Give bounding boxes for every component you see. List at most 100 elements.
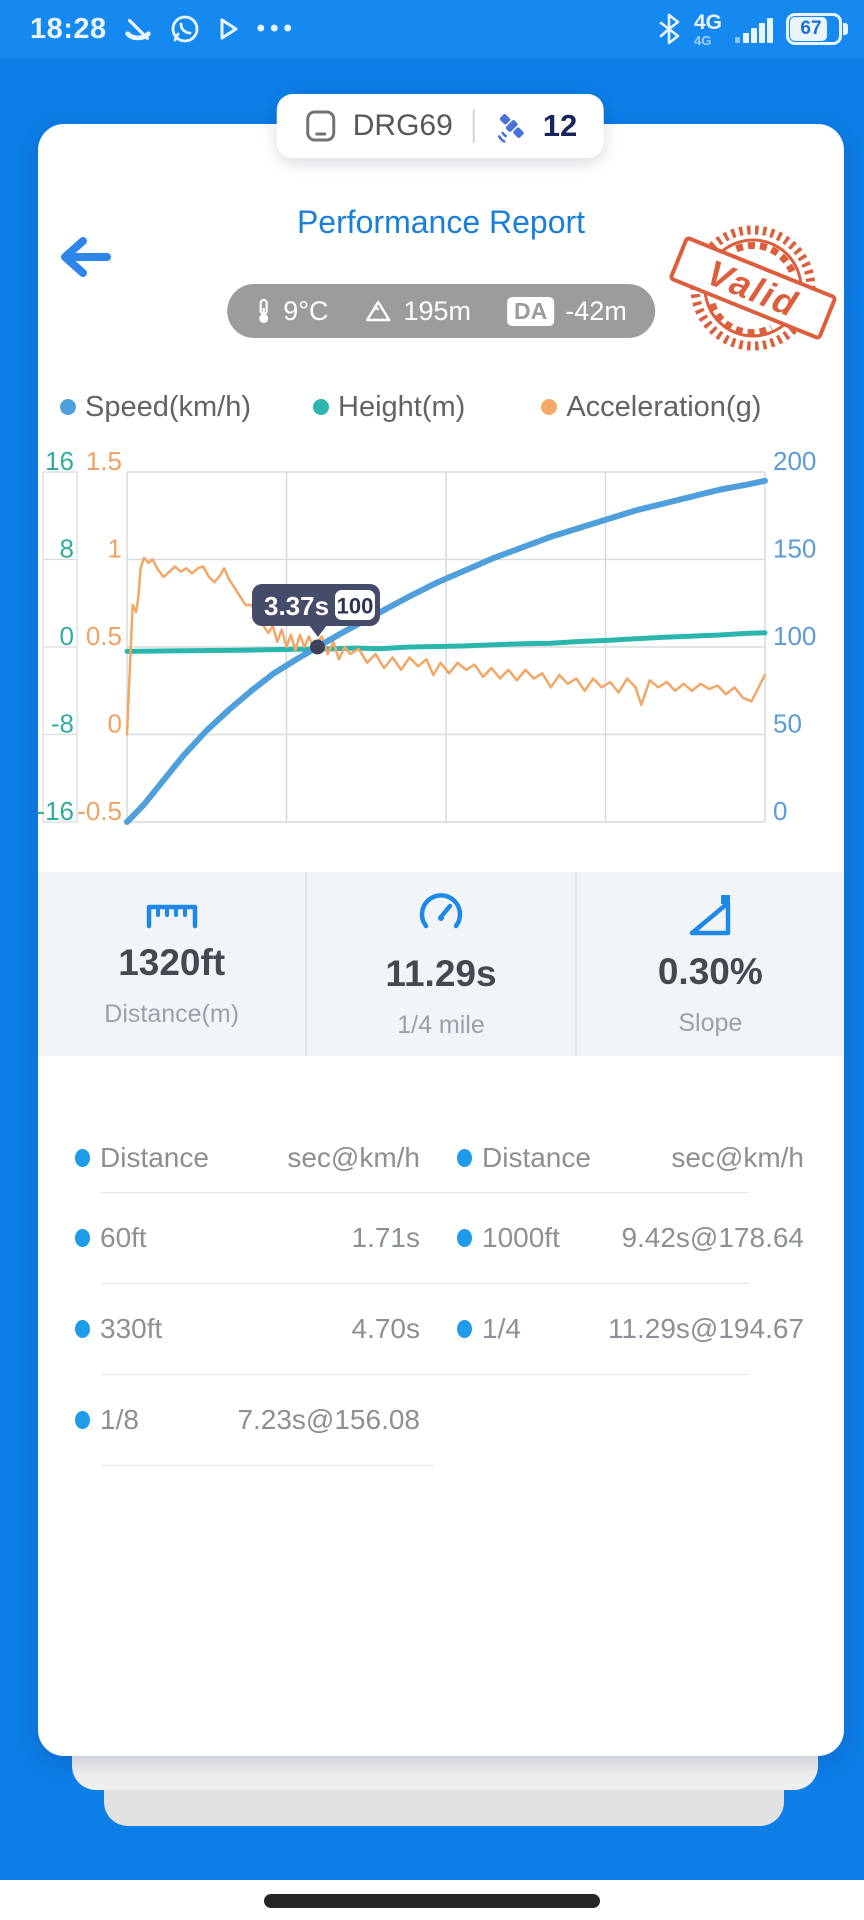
speed-axis-tick: 100 (773, 621, 816, 651)
acceleration-axis-tick: -0.5 (77, 796, 122, 826)
table-cell-value: 1.71s (351, 1222, 421, 1253)
table-cell-label: 1000ft (482, 1222, 560, 1253)
table-cell: Distance sec@km/h (38, 1142, 441, 1174)
satellite-count: 12 (542, 108, 578, 143)
stat-label: Distance(m) (104, 999, 240, 1028)
table-row: 1/8 7.23s@156.08 (38, 1375, 844, 1465)
timing-table: Distance sec@km/h Distance sec@km/h 60ft 1.71… (38, 1124, 844, 1466)
signal-bars-icon (735, 18, 773, 43)
table-cell-value: sec@km/h (287, 1142, 420, 1173)
divider (472, 109, 475, 143)
table-header-row: Distance sec@km/h Distance sec@km/h (38, 1124, 844, 1192)
slope-icon (690, 894, 731, 935)
speed-axis-tick: 0 (773, 796, 787, 826)
table-cell: 1000ft 9.42s@178.64 (441, 1222, 844, 1254)
bullet-icon (75, 1149, 90, 1167)
table-cell-label: 1/8 (100, 1404, 139, 1435)
bullet-icon (457, 1320, 472, 1338)
bullet-icon (75, 1229, 90, 1247)
legend-item-2[interactable]: Acceleration(g) (541, 391, 761, 424)
status-bar: 18:28 ••• 4G 4G (0, 0, 864, 58)
satellite-icon (497, 114, 524, 143)
stat-label: 1/4 mile (397, 1010, 485, 1039)
bullet-icon (75, 1411, 90, 1429)
legend-label: Acceleration(g) (566, 390, 762, 423)
battery-icon: 67 (786, 13, 848, 45)
divider (101, 1283, 749, 1284)
table-cell-value: 7.23s@156.08 (237, 1404, 420, 1435)
environment-pill: 9°C 195m DA -42m (227, 284, 655, 338)
network-badge: 4G 4G (693, 10, 722, 48)
page-title: Performance Report (296, 204, 586, 240)
legend-label: Height(m) (338, 390, 466, 423)
bullet-icon (457, 1229, 472, 1247)
stat-slope: 0.30% Slope (574, 872, 844, 1056)
back-button[interactable] (52, 224, 118, 290)
bullet-icon (75, 1320, 90, 1338)
ruler-icon (146, 904, 197, 928)
table-row: 60ft 1.71s 1000ft 9.42s@178.64 (38, 1193, 844, 1283)
stat-label: Slope (678, 1008, 743, 1037)
height-axis-tick: -8 (51, 709, 74, 739)
card-stack-layer (72, 1756, 818, 1790)
table-cell: 1/4 11.29s@194.67 (441, 1313, 844, 1345)
thermometer-icon (259, 298, 269, 323)
legend-item-0[interactable]: Speed(km/h) (60, 391, 251, 424)
device-pill[interactable]: DRG69 12 (276, 94, 604, 158)
temperature-value: 9°C (283, 295, 329, 326)
stats-band: 1320ft Distance(m) 11.29s 1/4 mile 0.30% (38, 872, 844, 1056)
stat-quarter-mile: 11.29s 1/4 mile (305, 872, 574, 1056)
speed-axis-tick: 50 (773, 709, 802, 739)
speedometer-icon (419, 892, 463, 928)
battery-percent: 67 (800, 18, 822, 39)
acceleration-axis-tick: 1.5 (86, 446, 122, 476)
table-cell-label: 60ft (100, 1222, 147, 1253)
speed-axis-tick: 200 (773, 446, 816, 476)
table-cell-value: 4.70s (351, 1313, 421, 1344)
device-name: DRG69 (352, 109, 453, 142)
battery-fill (790, 17, 827, 41)
legend-item-1[interactable]: Height(m) (313, 391, 465, 424)
table-cell-label: Distance (100, 1142, 209, 1173)
height-axis-tick: 16 (45, 446, 74, 476)
da-badge: DA (507, 296, 555, 326)
mountain-icon (366, 300, 391, 322)
chart-legend: Speed(km/h) Height(m) Acceleration(g) (60, 388, 823, 426)
table-cell-label: 1/4 (482, 1313, 521, 1344)
tooltip-value: 100 (337, 594, 374, 619)
tooltip-time: 3.37s (264, 591, 329, 621)
performance-chart: 16 8 0 -8 -16 1.5 1 0.5 0 -0.5 200 150 100 50 0 3.37s 10… (38, 446, 816, 826)
table-cell: 1/8 7.23s@156.08 (38, 1404, 441, 1436)
speed-axis-tick: 150 (773, 534, 816, 564)
table-cell-value: 9.42s@178.64 (621, 1222, 804, 1253)
stat-value: 1320ft (118, 941, 226, 983)
whatsapp-icon (171, 15, 199, 43)
home-indicator[interactable] (264, 1894, 600, 1908)
valid-stamp: Valid (669, 225, 837, 351)
series-height-m- (124, 630, 768, 654)
table-cell-value: 11.29s@194.67 (607, 1313, 804, 1344)
muted-phone-icon (125, 18, 151, 41)
table-cell-label: Distance (482, 1142, 591, 1173)
da-value: -42m (565, 295, 627, 326)
height-axis-tick: 0 (60, 621, 74, 651)
table-cell-label: 330ft (100, 1313, 163, 1344)
height-axis-tick: -16 (38, 796, 74, 826)
card-stack-layer (104, 1790, 784, 1826)
height-axis-tick: 8 (60, 534, 74, 564)
divider (101, 1465, 433, 1466)
bullet-icon (457, 1149, 472, 1167)
play-icon (220, 18, 238, 40)
altitude-value: 195m (403, 295, 472, 326)
table-row: 330ft 4.70s 1/4 11.29s@194.67 (38, 1284, 844, 1374)
stat-value: 0.30% (657, 950, 763, 992)
legend-dot-icon (313, 399, 330, 415)
chart-tooltip: 3.37s 100 (252, 584, 380, 655)
clock: 18:28 (30, 12, 107, 45)
acceleration-axis-tick: 0.5 (86, 621, 122, 651)
report-card: Performance Report Valid 9°C (38, 124, 844, 1756)
table-cell-value: sec@km/h (671, 1142, 804, 1173)
legend-dot-icon (541, 399, 558, 415)
legend-dot-icon (60, 399, 76, 415)
acceleration-axis-tick: 0 (108, 709, 122, 739)
